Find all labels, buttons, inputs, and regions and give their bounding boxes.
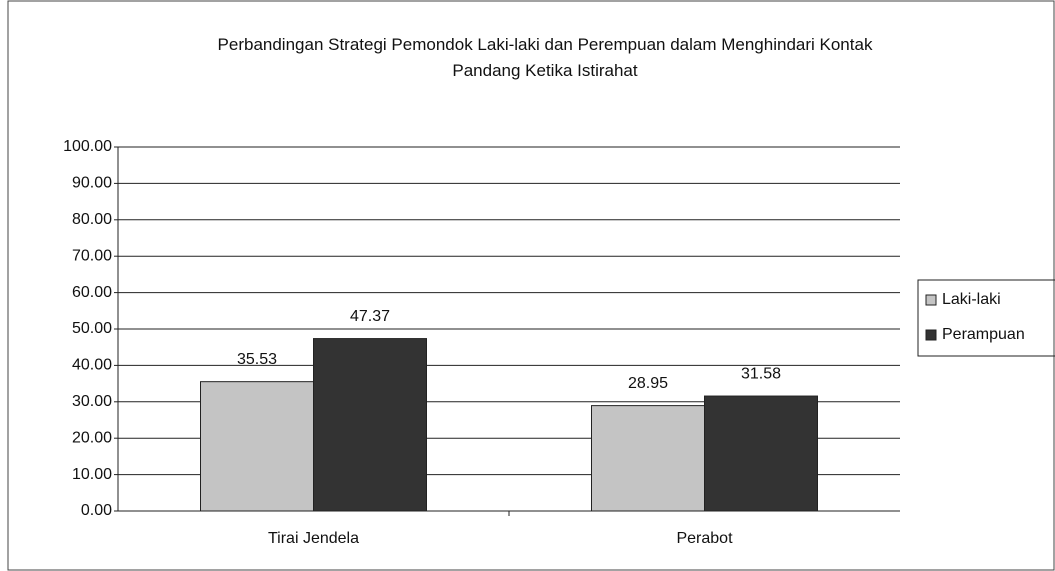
bar xyxy=(313,338,427,512)
legend-swatch xyxy=(925,329,937,341)
y-tick-label: 10.00 xyxy=(72,466,112,483)
bar xyxy=(591,405,705,512)
y-tick-label: 40.00 xyxy=(72,357,112,374)
data-label: 31.58 xyxy=(741,365,781,382)
y-tick-label: 0.00 xyxy=(81,502,112,519)
y-tick-label: 30.00 xyxy=(72,393,112,410)
bar xyxy=(200,381,314,512)
y-tick-label: 70.00 xyxy=(72,247,112,264)
y-tick-label: 100.00 xyxy=(63,138,112,155)
chart-title: Perbandingan Strategi Pemondok Laki-laki… xyxy=(217,35,873,80)
data-label: 35.53 xyxy=(237,351,277,368)
legend-swatch xyxy=(925,294,937,306)
x-tick-label: Tirai Jendela xyxy=(268,530,359,547)
y-tick-label: 60.00 xyxy=(72,284,112,301)
y-tick-label: 80.00 xyxy=(72,211,112,228)
legend-label: Laki-laki xyxy=(942,291,1001,308)
legend-box xyxy=(917,279,1055,357)
bar xyxy=(704,395,818,512)
data-label: 47.37 xyxy=(350,308,390,325)
y-tick-label: 20.00 xyxy=(72,429,112,446)
data-label: 28.95 xyxy=(628,375,668,392)
x-tick-label: Perabot xyxy=(676,530,733,547)
y-tick-label: 90.00 xyxy=(72,175,112,192)
legend-label: Perampuan xyxy=(942,326,1025,343)
chart-frame xyxy=(7,0,1055,571)
y-tick-label: 50.00 xyxy=(72,320,112,337)
